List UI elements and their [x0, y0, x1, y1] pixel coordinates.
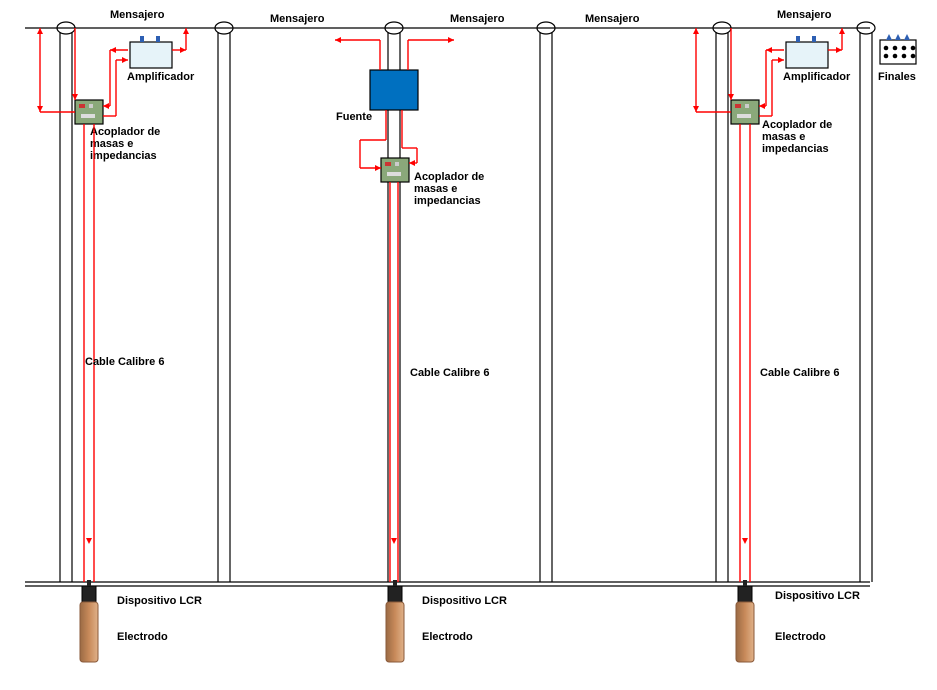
label-acoplador-line3: impedancias — [762, 143, 829, 155]
label-mensajero: Mensajero — [450, 13, 505, 25]
label-cable: Cable Calibre 6 — [410, 367, 489, 379]
label-acoplador-line2: masas e — [90, 138, 133, 150]
label-amplificador: Amplificador — [127, 71, 195, 83]
label-acoplador-line1: Acoplador de — [762, 119, 832, 131]
label-mensajero: Mensajero — [585, 13, 640, 25]
label-mensajero: Mensajero — [270, 13, 325, 25]
label-fuente: Fuente — [336, 111, 372, 123]
label-acoplador-line2: masas e — [762, 131, 805, 143]
label-cable: Cable Calibre 6 — [85, 356, 164, 368]
label-dispositivo: Dispositivo LCR — [422, 595, 507, 607]
label-amplificador: Amplificador — [783, 71, 851, 83]
label-acoplador-line1: Acoplador de — [90, 126, 160, 138]
label-electrodo: Electrodo — [422, 631, 473, 643]
label-mensajero: Mensajero — [777, 9, 832, 21]
label-acoplador-line2: masas e — [414, 183, 457, 195]
label-dispositivo: Dispositivo LCR — [775, 590, 860, 602]
label-dispositivo: Dispositivo LCR — [117, 595, 202, 607]
label-cable: Cable Calibre 6 — [760, 367, 839, 379]
label-acoplador-line3: impedancias — [90, 150, 157, 162]
label-electrodo: Electrodo — [775, 631, 826, 643]
label-electrodo: Electrodo — [117, 631, 168, 643]
label-finales: Finales — [878, 71, 916, 83]
label-mensajero: Mensajero — [110, 9, 165, 21]
diagram-canvas: Mensajero Mensajero Mensajero Mensajero Mens… — [0, 0, 937, 690]
label-acoplador-line3: impedancias — [414, 195, 481, 207]
label-acoplador-line1: Acoplador de — [414, 171, 484, 183]
